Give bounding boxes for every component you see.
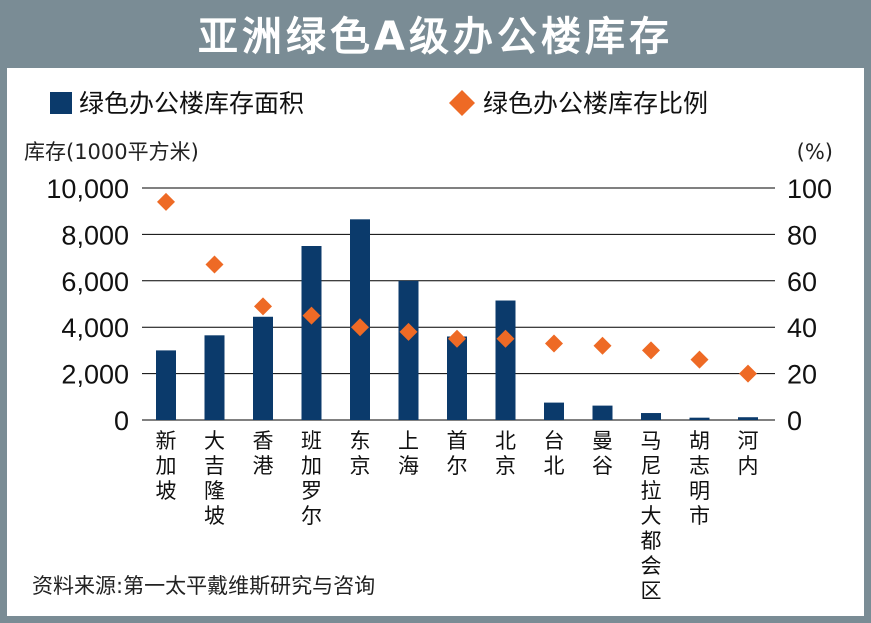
category-label: 曼谷 [592,429,613,478]
marker-11 [642,341,660,360]
marker-8 [496,329,515,348]
bar-1 [156,350,176,420]
source-note: 资料来源:第一太平戴维斯研究与咨询 [32,574,375,598]
chart-canvas: 绿色办公楼库存面积 绿色办公楼库存比例 库存(1000平方米) (%) 10,0… [24,89,833,603]
bar-3 [253,316,273,420]
marker-7 [448,329,466,348]
category-label: 新加坡 [156,429,177,503]
marker-9 [545,334,563,353]
bar-4 [301,246,322,420]
y-tick-right: 80 [787,220,817,250]
legend-marker-label: 绿色办公楼库存比例 [483,89,708,118]
axis-ticks: 10,000 100 8,000 80 6,000 60 4,000 40 2,000 20 0 0 [46,174,832,436]
marker-13 [739,364,757,383]
marker-2 [205,255,224,274]
bar-9 [544,402,564,420]
chart-panel: 绿色办公楼库存面积 绿色办公楼库存比例 库存(1000平方米) (%) 10,0… [7,68,864,616]
marker-3 [254,297,272,316]
legend: 绿色办公楼库存面积 绿色办公楼库存比例 [50,89,708,118]
chart-title: 亚洲绿色A级办公楼库存 [198,14,673,60]
y-tick-left: 0 [114,406,129,436]
y-tick-left: 4,000 [61,313,129,343]
bars [156,219,758,420]
y-axis-right-label: (%) [797,140,833,164]
category-label: 香港 [253,429,274,478]
y-tick-right: 100 [787,174,832,204]
marker-5 [351,318,369,337]
marker-10 [593,336,612,355]
y-tick-right: 40 [787,313,817,343]
marker-6 [399,322,418,341]
bar-10 [592,405,613,420]
category-label: 大吉隆坡 [204,429,225,528]
category-label: 台北 [544,429,565,478]
legend-marker-swatch [449,90,475,116]
bar-7 [447,336,467,420]
category-label: 河内 [738,429,759,478]
category-label: 马尼拉大都会区 [641,429,662,603]
y-tick-right: 0 [787,406,802,436]
y-tick-left: 2,000 [61,360,129,390]
y-tick-right: 20 [787,360,817,390]
bar-12 [689,417,710,420]
category-label: 首尔 [447,429,468,478]
y-axis-left-label: 库存(1000平方米) [24,140,199,164]
legend-bar-label: 绿色办公楼库存面积 [79,89,304,118]
bar-8 [495,300,516,420]
category-label: 上海 [398,429,419,478]
category-label: 东京 [350,429,371,478]
markers [157,192,757,383]
category-label: 北京 [495,429,516,478]
bar-6 [398,280,419,420]
marker-12 [690,350,709,369]
y-tick-left: 10,000 [46,174,129,204]
y-tick-left: 6,000 [61,267,129,297]
category-label: 胡志明市 [689,429,710,528]
bar-11 [641,413,661,420]
category-label: 班加罗尔 [301,429,322,528]
y-tick-left: 8,000 [61,220,129,250]
bar-13 [738,417,758,420]
legend-bar-swatch [50,92,72,114]
marker-4 [302,306,321,325]
bar-2 [204,335,225,420]
marker-1 [157,192,175,211]
y-tick-right: 60 [787,267,817,297]
